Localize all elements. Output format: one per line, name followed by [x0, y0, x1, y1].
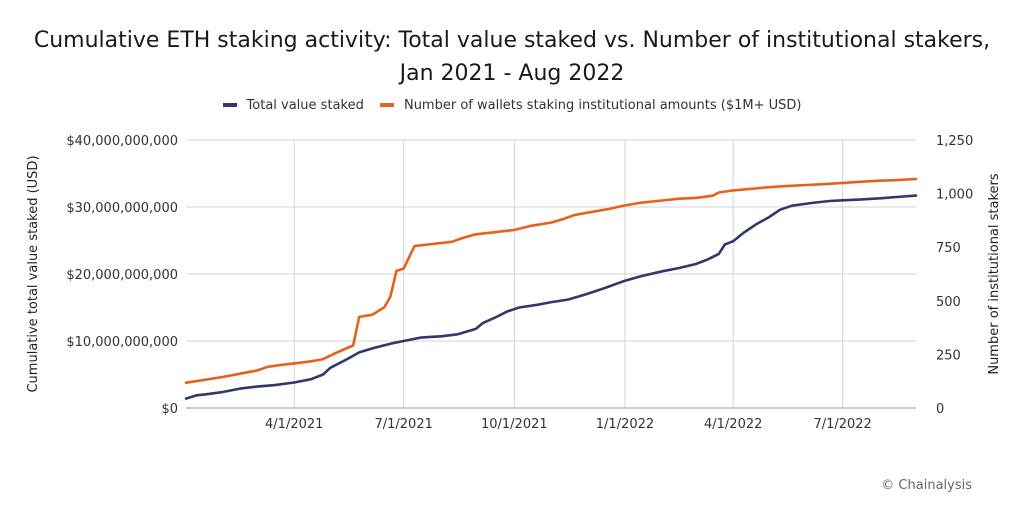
x-tick-label: 4/1/2022 — [704, 417, 762, 432]
y-left-tick-label: $40,000,000,000 — [66, 134, 178, 149]
chart-title-line-2: Jan 2021 - Aug 2022 — [399, 61, 625, 86]
legend-label-total-value: Total value staked — [246, 97, 364, 113]
legend: Total value staked Number of wallets sta… — [0, 96, 1024, 113]
x-tick-label: 7/1/2021 — [374, 417, 432, 432]
chart-title-line-1: Cumulative ETH staking activity: Total v… — [33, 28, 991, 53]
legend-swatch-institutional-wallets — [379, 103, 394, 107]
y-right-tick-label: 1,000 — [936, 188, 973, 203]
series-line-total-value-staked — [184, 194, 918, 400]
legend-label-institutional-wallets: Number of wallets staking institutional … — [403, 97, 802, 113]
y-right-tick-label: 1,250 — [936, 134, 973, 149]
y-left-tick-label: $10,000,000,000 — [66, 335, 178, 350]
legend-item-institutional-wallets: Number of wallets staking institutional … — [379, 97, 802, 113]
x-tick-label: 7/1/2022 — [813, 417, 871, 432]
x-tick-label: 10/1/2021 — [481, 417, 548, 432]
y-left-tick-label: $20,000,000,000 — [66, 268, 178, 283]
x-tick-label: 4/1/2021 — [265, 417, 323, 432]
legend-item-total-value: Total value staked — [222, 97, 364, 113]
y-left-tick-label: $30,000,000,000 — [66, 201, 178, 216]
legend-swatch-total-value — [222, 103, 237, 107]
y-right-tick-label: 750 — [936, 241, 961, 256]
y-left-axis-title: Cumulative total value staked (USD) — [26, 155, 41, 392]
source-note: © Chainalysis — [881, 478, 972, 493]
series-line-institutional-wallets — [184, 177, 918, 384]
chart-title: Cumulative ETH staking activity: Total v… — [0, 24, 1024, 90]
y-left-tick-label: $0 — [161, 402, 178, 417]
y-right-tick-label: 250 — [936, 348, 961, 363]
x-tick-label: 1/1/2022 — [596, 417, 654, 432]
y-right-axis-title: Number of institutional stakers — [987, 173, 1002, 375]
y-right-tick-label: 500 — [936, 295, 961, 310]
y-right-tick-label: 0 — [936, 402, 944, 417]
